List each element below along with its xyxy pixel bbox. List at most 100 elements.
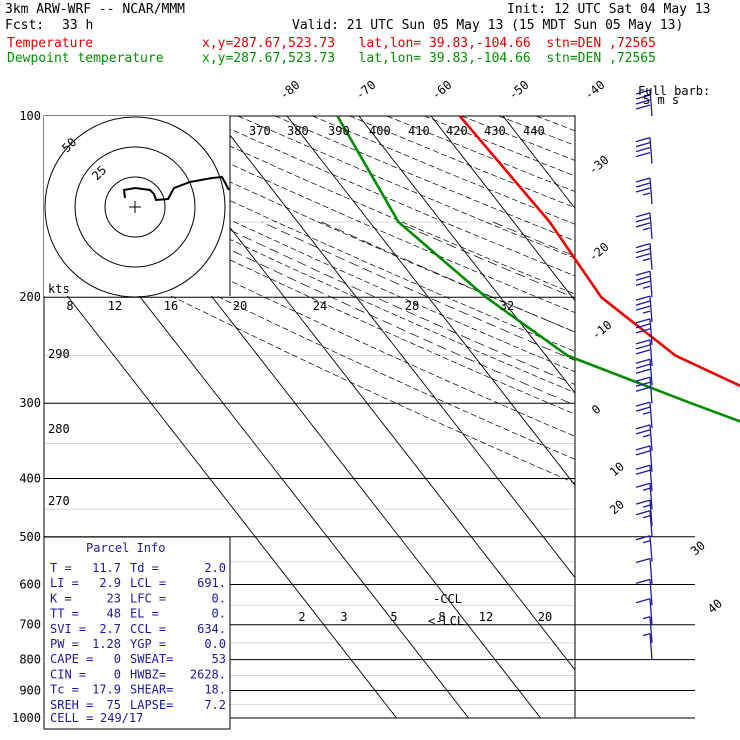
wind-barb — [635, 557, 653, 585]
dry-adiabat — [275, 116, 575, 242]
wind-barb-half — [642, 515, 651, 519]
forecast-label: Fcst: — [5, 18, 45, 33]
parcel-row-label: SHEAR= — [130, 683, 173, 697]
temperature-legend-info: x,y=287.67,523.73 lat,lon= 39.83,-104.66… — [202, 36, 656, 51]
parcel-row-label: SVI = — [50, 622, 86, 636]
moist-adiabat — [396, 221, 575, 299]
parcel-row-value: 0 — [114, 652, 121, 666]
wind-barb-flag — [635, 510, 651, 516]
wind-barb-flag — [635, 177, 651, 183]
mixing-ratio-label: 20 — [233, 299, 247, 313]
wind-barb-flag — [635, 152, 651, 158]
wind-barb-flag — [635, 222, 651, 228]
theta-label: 440 — [523, 124, 545, 138]
parcel-row-label: SREH = — [50, 698, 93, 712]
theta-label: 410 — [408, 124, 430, 138]
wind-legend: Full barb: — [638, 84, 710, 98]
wind-barb-staff — [649, 318, 653, 345]
isotherm-label: 30 — [688, 538, 708, 558]
dewpoint-legend-info: x,y=287.67,523.73 lat,lon= 39.83,-104.66… — [202, 51, 656, 66]
parcel-row-value: 53 — [212, 652, 226, 666]
forecast-hour: 33 h — [62, 18, 94, 33]
parcel-row-value: 2628. — [190, 667, 226, 681]
wind-barb-staff — [649, 633, 653, 660]
parcel-row-value: 2.0 — [204, 561, 226, 575]
wind-barb-flag — [635, 557, 651, 564]
wind-barb-flag — [635, 280, 651, 286]
parcel-row-label: SWEAT= — [130, 652, 173, 666]
mixing-ratio-label: 16 — [164, 299, 178, 313]
wind-barb — [635, 499, 653, 527]
mixing-ratio-label: 8 — [66, 299, 73, 313]
wind-barb — [635, 445, 653, 472]
wind-barb-half — [642, 633, 651, 637]
dewpoint-legend-label: Dewpoint temperature — [7, 51, 164, 66]
wind-barb — [635, 177, 653, 205]
valid-time: Valid: 21 UTC Sun 05 May 13 (15 MDT Sun … — [292, 18, 684, 33]
wind-barb-flag — [635, 469, 651, 475]
parcel-row-value: 0. — [212, 607, 226, 621]
theta-label: 380 — [287, 124, 309, 138]
mixing-ratio-label: 24 — [313, 299, 327, 313]
temperature-line — [458, 115, 740, 388]
hodograph-unit: kts — [48, 282, 70, 296]
wind-barb-half — [642, 310, 651, 314]
wind-barb — [635, 535, 653, 562]
wind-barb-staff — [649, 483, 653, 510]
parcel-row-label: EL = — [130, 607, 159, 621]
theta-label: 370 — [249, 124, 271, 138]
hodograph-ring — [44, 116, 226, 298]
mixing-ratio-label: 5 — [390, 610, 397, 624]
wind-barb-flag — [635, 363, 651, 369]
wind-barb-flag — [635, 275, 651, 281]
wind-barb — [635, 376, 653, 404]
mixing-ratio-label: 8 — [438, 610, 445, 624]
hodograph-trace — [122, 175, 230, 202]
parcel-row-label: CAPE = — [50, 652, 93, 666]
wind-barb-flag — [635, 445, 651, 451]
isotherm-label: -70 — [353, 78, 379, 103]
wind-barb-half — [642, 487, 651, 491]
pressure-label: 600 — [19, 577, 41, 591]
wind-barb-flag — [635, 305, 651, 311]
parcel-row-value: 18. — [204, 683, 226, 697]
isotherm-label: 40 — [705, 596, 725, 616]
moist-adiabat — [616, 222, 740, 718]
wind-barb — [635, 510, 653, 537]
wind-barb-staff — [649, 445, 653, 472]
wind-barb-half — [642, 285, 651, 289]
wind-barb-flag — [635, 464, 651, 470]
wind-barb — [635, 401, 653, 429]
parcel-row-value: 2.7 — [99, 622, 121, 636]
temperature-legend-label: Temperature — [7, 36, 94, 51]
theta-label: 390 — [328, 124, 350, 138]
parcel-row-value: 691. — [197, 576, 226, 590]
parcel-info-box: Parcel Info T = 11.7 Td = 2.0 LI = 2.9 LCL = 69… — [43, 536, 231, 730]
wind-barb-flag — [635, 187, 651, 193]
parcel-row-label: K = — [50, 591, 72, 605]
wind-barb — [642, 616, 653, 643]
wind-barb-flag — [635, 482, 651, 488]
isotherm-line — [286, 116, 575, 486]
parcel-row-value: 11.7 — [92, 561, 121, 575]
pressure-label: 500 — [19, 530, 41, 544]
isotherm-label: -30 — [586, 153, 612, 178]
theta-label: 280 — [48, 422, 70, 436]
isotherm-line — [502, 116, 575, 210]
dry-adiabat — [573, 116, 575, 117]
wind-barb-flag — [635, 368, 651, 374]
wind-barbs: Full barb:5 m s — [635, 84, 710, 660]
pressure-label: 1000 — [12, 711, 41, 725]
moist-adiabat — [321, 221, 575, 333]
dry-adiabat — [44, 188, 575, 437]
wind-barb-staff — [649, 359, 653, 386]
parcel-row-value: 23 — [107, 591, 121, 605]
parcel-row-label: LCL = — [130, 576, 166, 590]
wind-barb — [635, 243, 653, 270]
wind-barb-flag — [635, 535, 651, 541]
hodograph-ring — [104, 176, 166, 238]
wind-legend: 5 m s — [643, 93, 679, 107]
mixing-ratio-label: 12 — [108, 299, 122, 313]
